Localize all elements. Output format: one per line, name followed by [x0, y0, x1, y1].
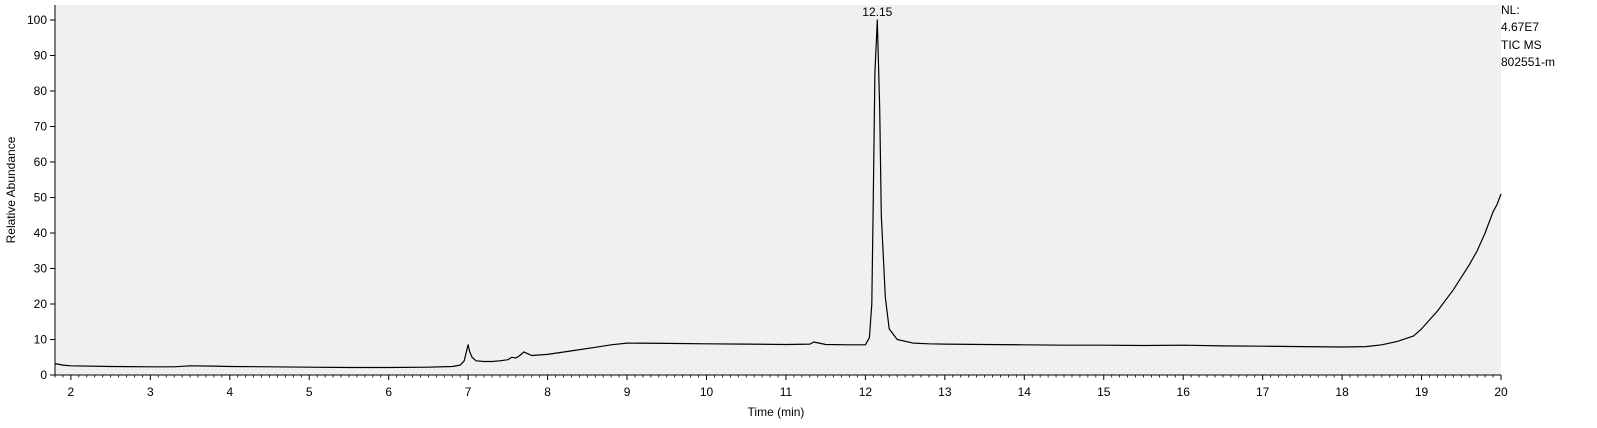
- x-tick-label: 17: [1256, 385, 1270, 399]
- x-tick-label: 16: [1177, 385, 1191, 399]
- x-tick-label: 8: [544, 385, 551, 399]
- x-tick-label: 12: [859, 385, 873, 399]
- x-tick-label: 6: [385, 385, 392, 399]
- x-tick-label: 15: [1097, 385, 1111, 399]
- y-tick-label: 30: [34, 262, 48, 276]
- y-tick-label: 60: [34, 155, 48, 169]
- x-tick-label: 2: [68, 385, 75, 399]
- scan-type: TIC MS: [1501, 38, 1542, 52]
- x-tick-label: 4: [226, 385, 233, 399]
- y-tick-label: 20: [34, 297, 48, 311]
- x-tick-label: 10: [700, 385, 714, 399]
- x-tick-label: 14: [1018, 385, 1032, 399]
- nl-value: 4.67E7: [1501, 20, 1539, 34]
- x-tick-label: 7: [465, 385, 472, 399]
- y-tick-label: 40: [34, 226, 48, 240]
- tic-trace-line: [54, 19, 1502, 369]
- x-axis-ticks: 2 3 4 5 6 7 8 9 10 11 12 13 14 15 16 17 18 19 20: [54, 375, 1508, 399]
- peak-label: 12.15: [862, 5, 892, 19]
- y-tick-label: 90: [34, 49, 48, 63]
- x-tick-label: 19: [1415, 385, 1429, 399]
- y-tick-label: 100: [27, 13, 47, 27]
- y-tick-label: 50: [34, 191, 48, 205]
- x-tick-label: 11: [780, 385, 793, 399]
- nl-label: NL:: [1501, 3, 1520, 17]
- y-tick-label: 80: [34, 84, 48, 98]
- x-tick-label: 9: [624, 385, 631, 399]
- y-tick-label: 70: [34, 120, 48, 134]
- peak-annotations: 12.15: [862, 5, 892, 19]
- y-tick-label: 0: [40, 368, 47, 382]
- y-axis-ticks: 0 10 20 30 40 50 60 70 80 90 100: [27, 13, 55, 382]
- y-axis-title: Relative Abundance: [4, 136, 18, 243]
- plot-background: [55, 5, 1501, 375]
- x-tick-label: 18: [1335, 385, 1349, 399]
- x-tick-label: 5: [306, 385, 313, 399]
- y-tick-label: 10: [34, 333, 48, 347]
- x-tick-label: 20: [1494, 385, 1508, 399]
- x-tick-label: 3: [147, 385, 154, 399]
- file-name: 802551-m: [1501, 55, 1555, 69]
- x-axis-title: Time (min): [748, 405, 805, 419]
- x-tick-label: 13: [938, 385, 952, 399]
